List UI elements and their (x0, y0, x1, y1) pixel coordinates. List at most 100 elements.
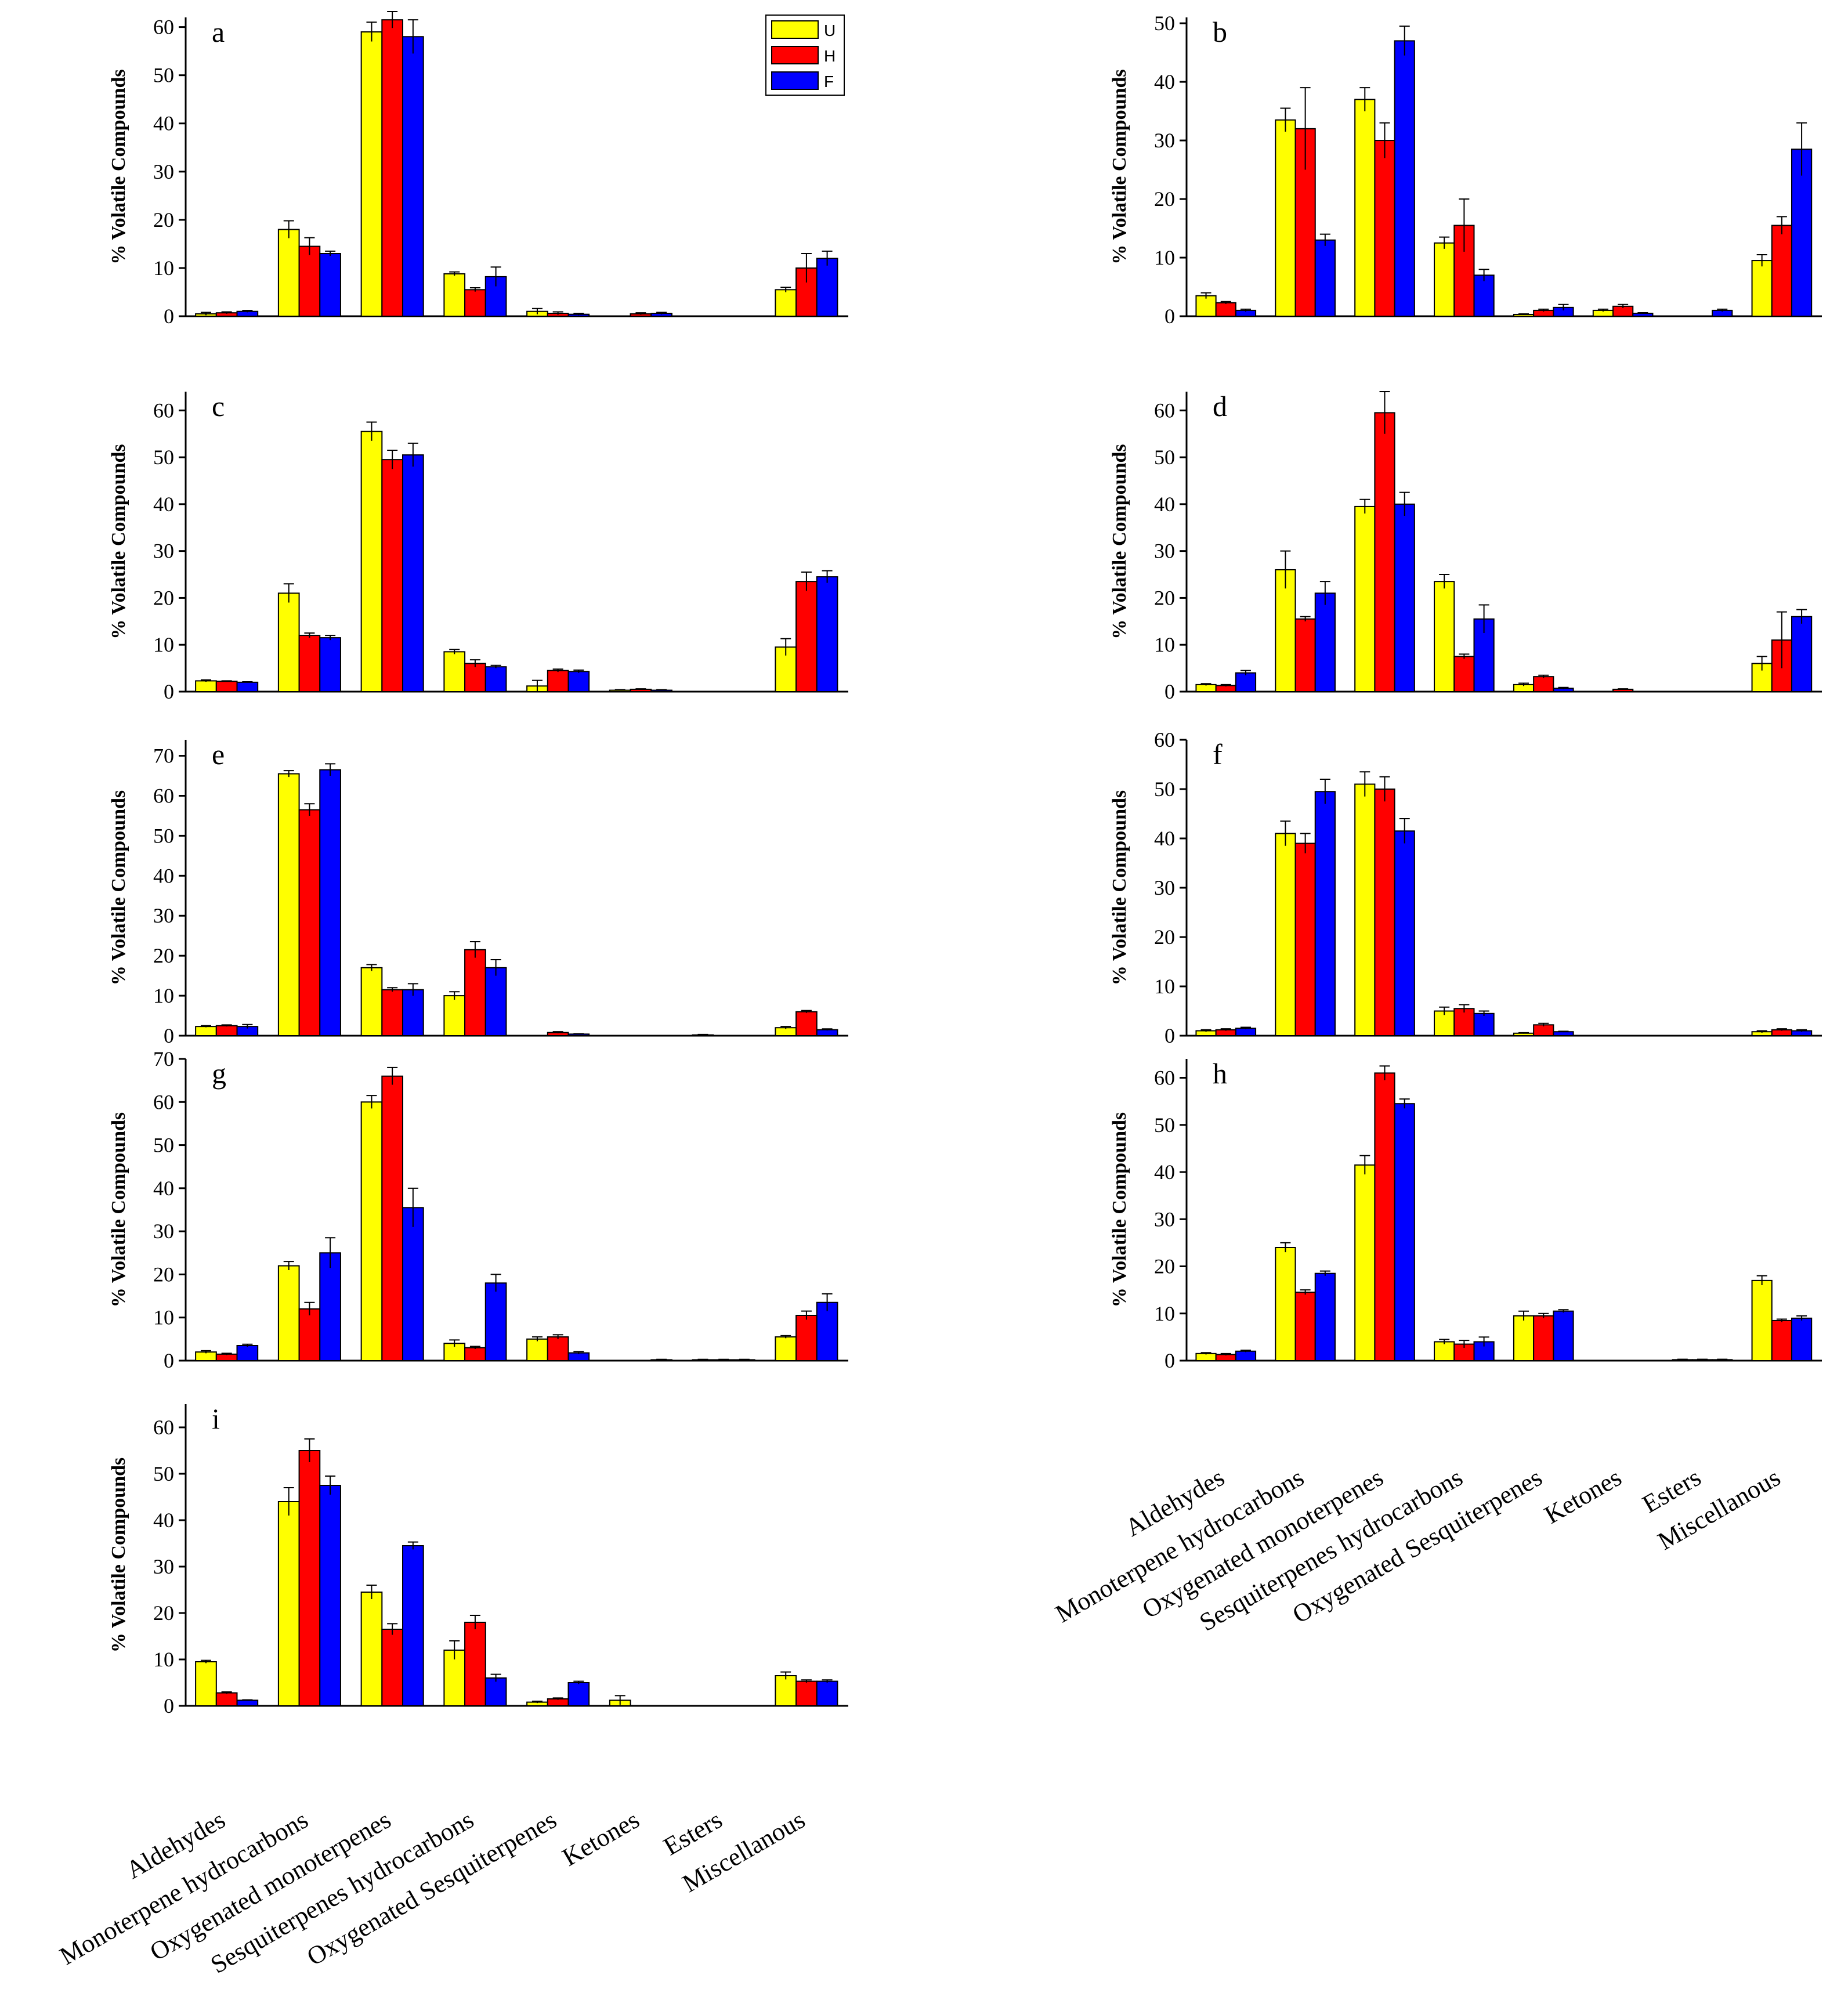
bar-U-aldehydes (195, 1661, 217, 1706)
y-tick-label: 20 (153, 586, 174, 609)
y-tick-label: 50 (153, 446, 174, 469)
bar-H-monoterpene-hydrocarbons (1294, 618, 1316, 692)
bar-U-oxygenated-monoterpenes (360, 431, 383, 692)
y-tick-label: 40 (153, 864, 174, 887)
bar-H-aldehydes (215, 1353, 238, 1362)
bar-F-monoterpene-hydrocarbons (319, 769, 341, 1037)
bar-H-sesquiterpenes-hydrocarbons (464, 663, 486, 692)
panel-g: 0 10 20 30 40 50 60 70 % Volatile Compounds g (108, 1047, 848, 1372)
y-tick-label: 0 (164, 305, 174, 328)
bar-F-monoterpene-hydrocarbons (1314, 239, 1336, 317)
y-tick-label: 40 (153, 1177, 174, 1200)
bar-H-oxygenated-monoterpenes (1374, 140, 1395, 317)
y-tick-label: 50 (1154, 12, 1175, 35)
y-tick-label: 40 (153, 112, 174, 135)
panel-letter: e (212, 738, 225, 771)
bar-F-oxygenated-monoterpenes (402, 989, 424, 1037)
bar-F-aldehydes (1235, 1350, 1257, 1361)
y-tick-label: 20 (153, 1263, 174, 1286)
bar-U-aldehydes (1195, 295, 1217, 317)
bar-U-miscellanous (1751, 1279, 1773, 1361)
y-tick-label: 50 (1154, 1113, 1175, 1137)
bar-F-monoterpene-hydrocarbons (1314, 1272, 1336, 1361)
y-tick-label: 0 (164, 680, 174, 703)
y-tick-label: 10 (1154, 633, 1175, 656)
y-tick-label: 40 (1154, 827, 1175, 850)
bar-U-aldehydes (1195, 1352, 1217, 1361)
panel-letter: d (1213, 390, 1227, 422)
y-tick-label: 40 (1154, 493, 1175, 516)
legend-label-H: H (824, 47, 836, 65)
bar-U-oxygenated-monoterpenes (360, 31, 383, 317)
bar-H-monoterpene-hydrocarbons (1294, 1292, 1316, 1361)
y-tick-label: 30 (153, 904, 174, 927)
legend-label-F: F (824, 73, 834, 91)
bar-H-oxygenated-monoterpenes (381, 459, 404, 692)
bar-H-sesquiterpenes-hydrocarbons (464, 1622, 486, 1706)
y-axis-label: % Volatile Compounds (1109, 790, 1130, 985)
bar-F-oxygenated-sesquiterpenes (567, 1682, 590, 1706)
bar-U-miscellanous (775, 1336, 797, 1361)
y-tick-label: 10 (153, 1648, 174, 1671)
bar-H-sesquiterpenes-hydrocarbons (464, 949, 486, 1037)
legend-swatch-U (771, 20, 819, 39)
bar-F-oxygenated-monoterpenes (402, 454, 424, 692)
y-tick-label: 0 (164, 1349, 174, 1372)
y-tick-label: 40 (1154, 1160, 1175, 1184)
bar-F-oxygenated-monoterpenes (1394, 503, 1415, 692)
bar-F-monoterpene-hydrocarbons (1314, 592, 1336, 692)
y-tick-label: 70 (153, 744, 174, 768)
bar-F-oxygenated-sesquiterpenes (567, 671, 590, 692)
y-axis-label: % Volatile Compounds (1109, 69, 1130, 264)
y-tick-label: 50 (1154, 446, 1175, 469)
bar-F-aldehydes (1235, 1028, 1257, 1036)
bar-F-miscellanous (816, 576, 838, 692)
bar-F-sesquiterpenes-hydrocarbons (484, 1677, 507, 1706)
bar-U-sesquiterpenes-hydrocarbons (443, 651, 466, 692)
y-tick-label: 60 (153, 1416, 174, 1439)
bar-U-monoterpene-hydrocarbons (1275, 119, 1296, 317)
bar-F-aldehydes (236, 1699, 259, 1706)
y-tick-label: 30 (153, 160, 174, 183)
category-label-ketones: Ketones (1539, 1463, 1626, 1529)
bar-U-monoterpene-hydrocarbons (1275, 1247, 1296, 1361)
panel-letter: f (1213, 738, 1223, 771)
y-tick-label: 10 (1154, 246, 1175, 269)
y-tick-label: 60 (153, 16, 174, 39)
bar-H-oxygenated-monoterpenes (381, 989, 404, 1037)
y-tick-label: 50 (153, 1462, 174, 1485)
bar-U-oxygenated-monoterpenes (1354, 99, 1376, 317)
panel-letter: c (212, 390, 225, 422)
bar-U-sesquiterpenes-hydrocarbons (1434, 1341, 1455, 1361)
bar-H-aldehydes (215, 681, 238, 693)
bar-H-monoterpene-hydrocarbons (298, 245, 321, 317)
bar-H-aldehydes (215, 1692, 238, 1707)
y-tick-label: 30 (153, 1555, 174, 1578)
bar-H-oxygenated-sesquiterpenes (1533, 1315, 1554, 1361)
y-tick-label: 60 (153, 399, 174, 422)
bar-F-oxygenated-sesquiterpenes (1553, 1031, 1574, 1036)
y-tick-label: 50 (153, 1134, 174, 1157)
bar-U-oxygenated-monoterpenes (1354, 1164, 1376, 1361)
bar-H-oxygenated-sesquiterpenes (1533, 1024, 1554, 1037)
y-tick-label: 40 (153, 493, 174, 516)
y-tick-label: 60 (1154, 399, 1175, 422)
bar-U-miscellanous (775, 1675, 797, 1706)
bar-H-monoterpene-hydrocarbons (298, 1450, 321, 1706)
legend-label-U: U (824, 21, 836, 39)
bar-F-miscellanous (816, 1029, 838, 1036)
y-axis-label: % Volatile Compounds (108, 1112, 129, 1307)
bar-H-miscellanous (795, 1011, 818, 1037)
bar-U-aldehydes (195, 680, 217, 692)
bar-U-oxygenated-monoterpenes (360, 967, 383, 1037)
y-tick-label: 0 (1165, 1349, 1175, 1372)
bar-H-sesquiterpenes-hydrocarbons (464, 289, 486, 317)
bar-U-oxygenated-monoterpenes (360, 1101, 383, 1362)
y-tick-label: 20 (153, 1601, 174, 1625)
panel-c: 0 10 20 30 40 50 60 % Volatile Compounds c (108, 390, 848, 703)
y-tick-label: 40 (153, 1509, 174, 1532)
bar-H-monoterpene-hydrocarbons (1294, 842, 1316, 1036)
bar-U-monoterpene-hydrocarbons (1275, 833, 1296, 1036)
bar-H-monoterpene-hydrocarbons (298, 635, 321, 692)
